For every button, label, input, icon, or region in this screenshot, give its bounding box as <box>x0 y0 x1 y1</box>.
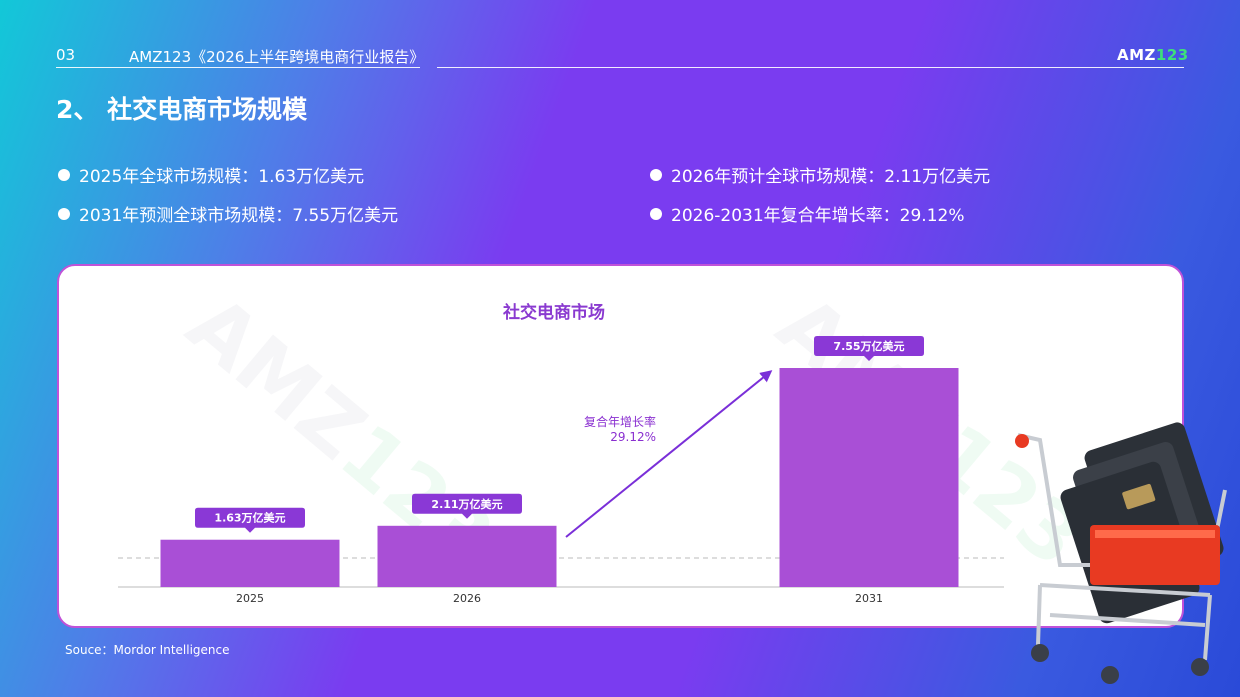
header-page-number: 03 <box>56 46 76 64</box>
bar-2025 <box>160 539 340 587</box>
data-label: 2.11万亿美元 <box>431 497 502 511</box>
bullet-dot <box>650 168 662 181</box>
bar-2031 <box>779 368 959 587</box>
header-report-title: AMZ123《2026上半年跨境电商行业报告》 <box>129 48 425 66</box>
bullet-cagr: 2026-2031年复合年增长率：29.12% <box>650 201 964 226</box>
bullet-text: 2025年全球市场规模：1.63万亿美元 <box>79 167 365 187</box>
growth-arrow <box>565 370 773 538</box>
bullet-text: 2031年预测全球市场规模：7.55万亿美元 <box>79 206 399 226</box>
cagr-annotation-label: 复合年增长率 <box>584 414 656 429</box>
shopping-cart-illustration <box>1015 422 1227 684</box>
bullet-text: 2026-2031年复合年增长率：29.12% <box>671 206 965 226</box>
x-tick-label: 2026 <box>453 592 481 605</box>
bullet-2031: 2031年预测全球市场规模：7.55万亿美元 <box>58 201 398 226</box>
bullet-dot <box>58 207 70 220</box>
bullet-dot <box>58 168 70 181</box>
brand-logo: AMZ123 <box>1117 46 1189 64</box>
data-label-bubble <box>195 507 305 533</box>
x-tick-label: 2025 <box>236 592 264 605</box>
header-divider-right <box>437 67 1184 68</box>
chart-title: 社交电商市场 <box>503 303 605 323</box>
bullet-2026: 2026年预计全球市场规模：2.11万亿美元 <box>650 162 990 187</box>
data-label-bubble <box>814 336 924 361</box>
page-title: 2、 社交电商市场规模 <box>56 95 308 124</box>
logo-accent: 123 <box>1155 46 1189 64</box>
bullet-2025: 2025年全球市场规模：1.63万亿美元 <box>58 162 364 187</box>
x-tick-label: 2031 <box>855 592 883 605</box>
logo-main: AMZ <box>1117 46 1156 64</box>
bullet-text: 2026年预计全球市场规模：2.11万亿美元 <box>671 167 991 187</box>
data-label-bubble <box>412 493 522 519</box>
header-divider-left <box>56 67 420 68</box>
bullet-dot <box>650 207 662 220</box>
data-label: 1.63万亿美元 <box>214 511 285 525</box>
data-label: 7.55万亿美元 <box>833 339 904 353</box>
source-note: Souce：Mordor Intelligence <box>65 643 230 657</box>
cagr-annotation-value: 29.12% <box>610 430 656 444</box>
bar-2026 <box>377 525 557 587</box>
